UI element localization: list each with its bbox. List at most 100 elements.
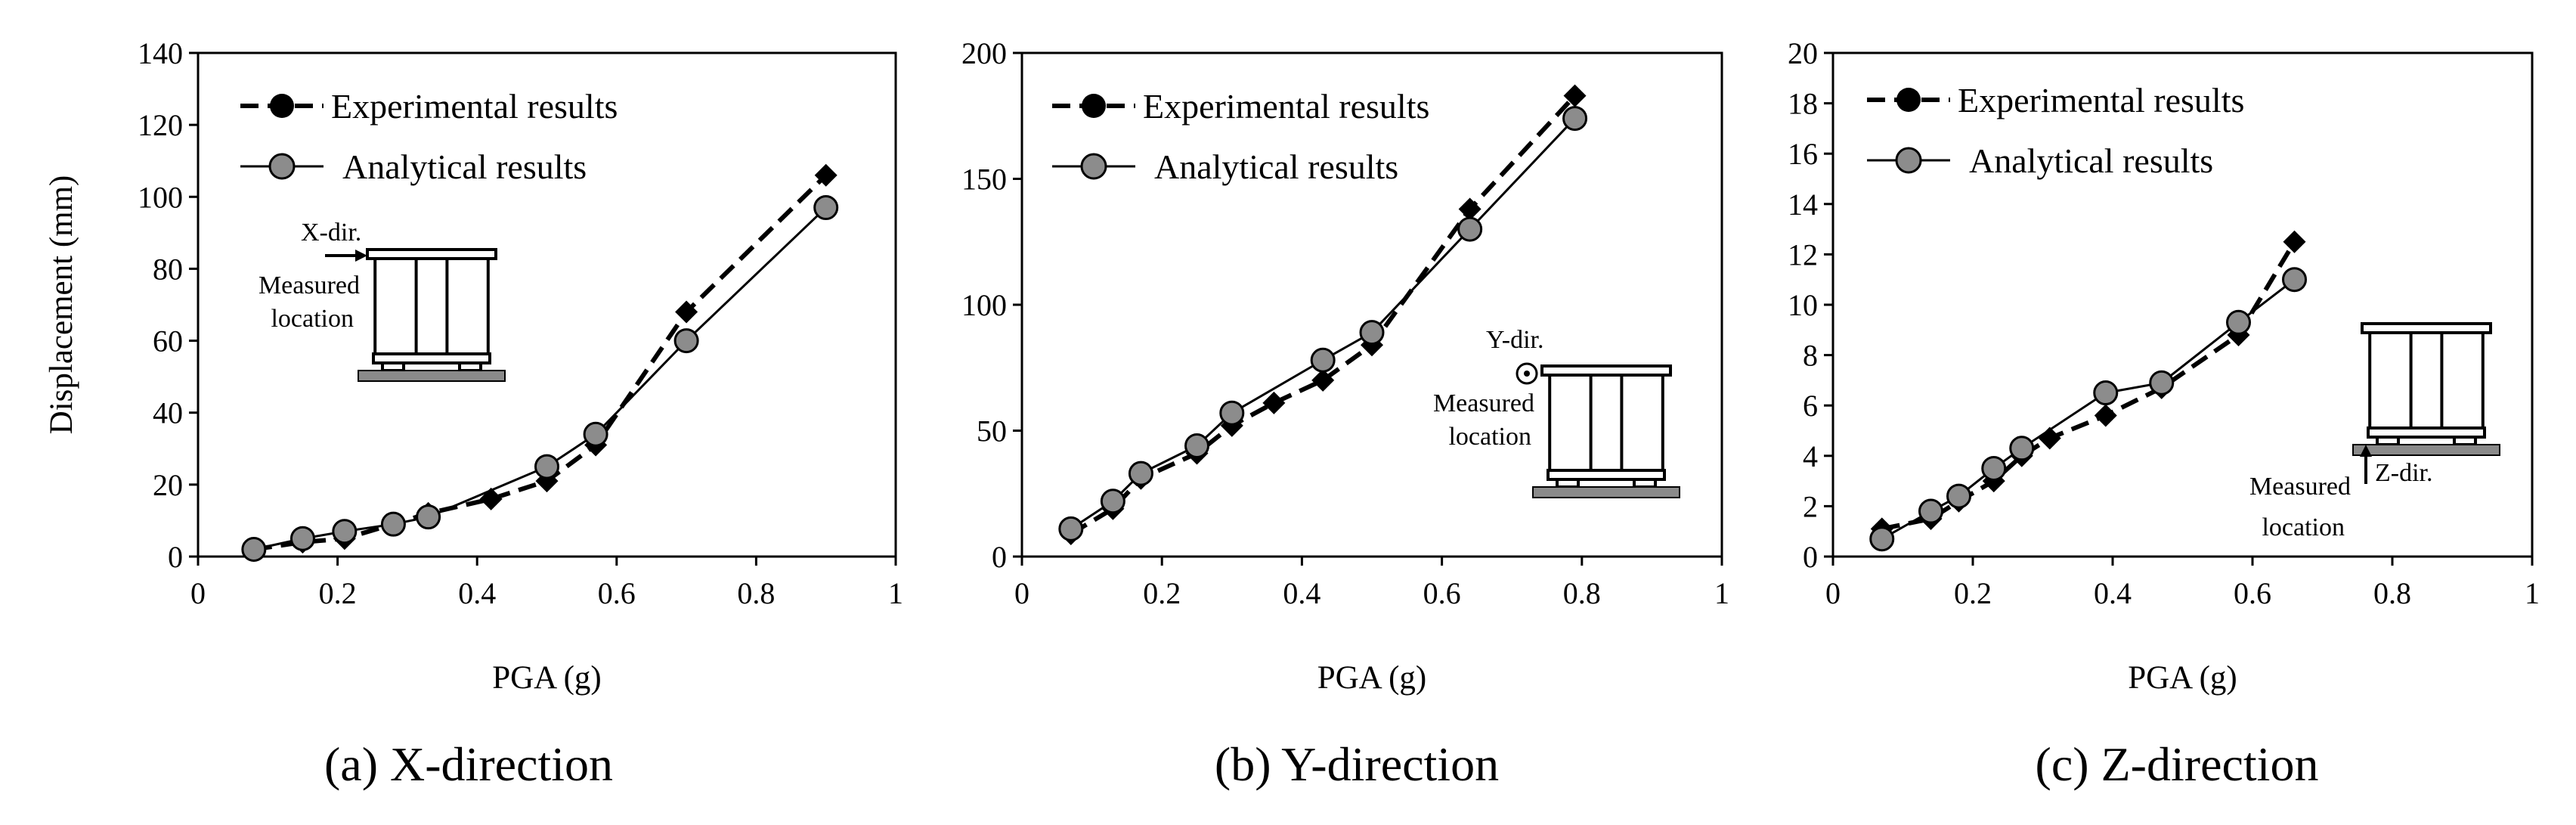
y-tick-label: 20 [153,468,183,502]
y-tick-label: 0 [992,540,1007,574]
chart-panel-1: 0 50 100 150 200 0 0.2 0.4 0.6 0.8 1 PGA (g) (b) Y-d… [961,36,1729,791]
series-line [253,173,828,552]
legend: Experimental results Analytical results [1052,87,1429,186]
x-axis-title: PGA (g) [492,660,602,696]
legend-analytical-label: Analytical results [1969,141,2213,180]
data-point [1219,400,1245,426]
series-analytical [241,195,839,562]
data-point [583,421,608,447]
data-point [813,195,839,221]
y-tick-label: 140 [138,36,183,70]
frame-bottom-beam [1547,469,1666,481]
data-point [380,511,406,537]
frame-ground [2352,444,2500,456]
data-point [1563,84,1587,107]
frame-ground [1532,486,1680,498]
y-tick-label: 18 [1788,87,1818,121]
legend-experimental-marker [1896,88,1921,112]
frame-bearing-1 [458,361,482,372]
y-tick-label: 20 [1788,36,1818,70]
y-tick-label: 8 [1803,339,1818,373]
panel-caption: (b) Y-direction [1215,737,1499,791]
data-point [289,526,315,551]
data-point [1262,391,1286,414]
y-tick-label: 100 [961,288,1007,322]
legend: Experimental results Analytical results [1867,81,2244,180]
y-tick-label: 60 [153,324,183,358]
x-axis-title: PGA (g) [2128,660,2237,696]
data-point [534,454,559,479]
data-point [814,163,838,187]
x-tick-label: 1 [888,576,903,610]
legend-analytical-label: Analytical results [1154,147,1398,186]
frame-bearing-0 [381,361,405,372]
data-point [2283,230,2306,253]
x-tick-label: 0.2 [1143,576,1181,610]
data-point [1562,106,1588,132]
inset-direction-label: Z-dir. [2375,459,2432,487]
data-point [2009,436,2035,461]
x-tick-label: 0.4 [458,576,496,610]
series-analytical [1869,267,2307,552]
data-point [2094,404,2117,427]
legend-experimental-marker [270,94,294,118]
inset-measured-label: Measured [2249,473,2351,501]
y-tick-label: 100 [138,180,183,214]
data-point [2282,267,2307,293]
y-tick-label: 4 [1803,439,1818,473]
legend-analytical-marker [1080,153,1107,180]
legend-analytical-marker [1895,147,1922,174]
x-tick-label: 0.2 [319,576,357,610]
inset-location-label: location [2262,513,2345,541]
data-point [1457,216,1483,242]
chart-panel-0: 0 20 40 60 80 100 120 140 0 0.2 0.4 0.6 0.8 1 PGA (g) D… [44,36,903,791]
inset-schematic: Z-dir. Measured location [2249,322,2500,541]
inset-location-label: location [271,305,354,333]
inset-out-of-plane-dot [1524,371,1530,377]
x-tick-label: 0.8 [1563,576,1601,610]
y-tick-label: 200 [961,36,1007,70]
panel-caption: (c) Z-direction [2036,737,2319,791]
frame-bearing-0 [1556,478,1580,488]
y-tick-label: 6 [1803,389,1818,423]
inset-arrow-head [2360,445,2372,457]
series-analytical [1058,106,1588,541]
x-tick-label: 0.8 [737,576,775,610]
panel-caption: (a) X-direction [324,737,613,791]
x-tick-label: 1 [2525,576,2540,610]
x-tick-label: 0 [1014,576,1029,610]
data-point [1128,461,1153,486]
data-point [2093,380,2119,406]
data-point [1869,526,1895,552]
legend-analytical-label: Analytical results [342,147,587,186]
data-point [241,536,267,562]
inset-measured-label: Measured [259,271,360,299]
y-tick-label: 150 [961,163,1007,197]
x-tick-label: 0.4 [2094,576,2132,610]
x-tick-label: 1 [1714,576,1729,610]
inset-direction-label: Y-dir. [1486,326,1544,354]
frame-ground [358,370,506,382]
legend-analytical-marker [268,153,296,180]
y-tick-label: 0 [168,540,183,574]
data-point [1310,347,1336,373]
data-point [1918,498,1943,524]
frame-bottom-beam [2367,426,2486,439]
frame-top-beam [1540,364,1672,377]
inset-measured-label: Measured [1433,389,1534,417]
legend-experimental-label: Experimental results [331,87,618,126]
frame-bearing-1 [2453,436,2477,446]
legend-experimental-label: Experimental results [1143,87,1429,126]
frame-bottom-beam [372,352,491,364]
plot-area [1020,51,1723,558]
series-experimental [1870,230,2306,541]
data-point [1311,368,1335,392]
y-tick-label: 2 [1803,489,1818,523]
x-tick-label: 0.4 [1283,576,1321,610]
y-tick-label: 14 [1788,188,1818,222]
inset-schematic: X-dir. Measured location [259,219,506,382]
frame-top-beam [366,248,497,260]
legend-experimental-marker [1082,94,1106,118]
data-point [332,519,358,544]
